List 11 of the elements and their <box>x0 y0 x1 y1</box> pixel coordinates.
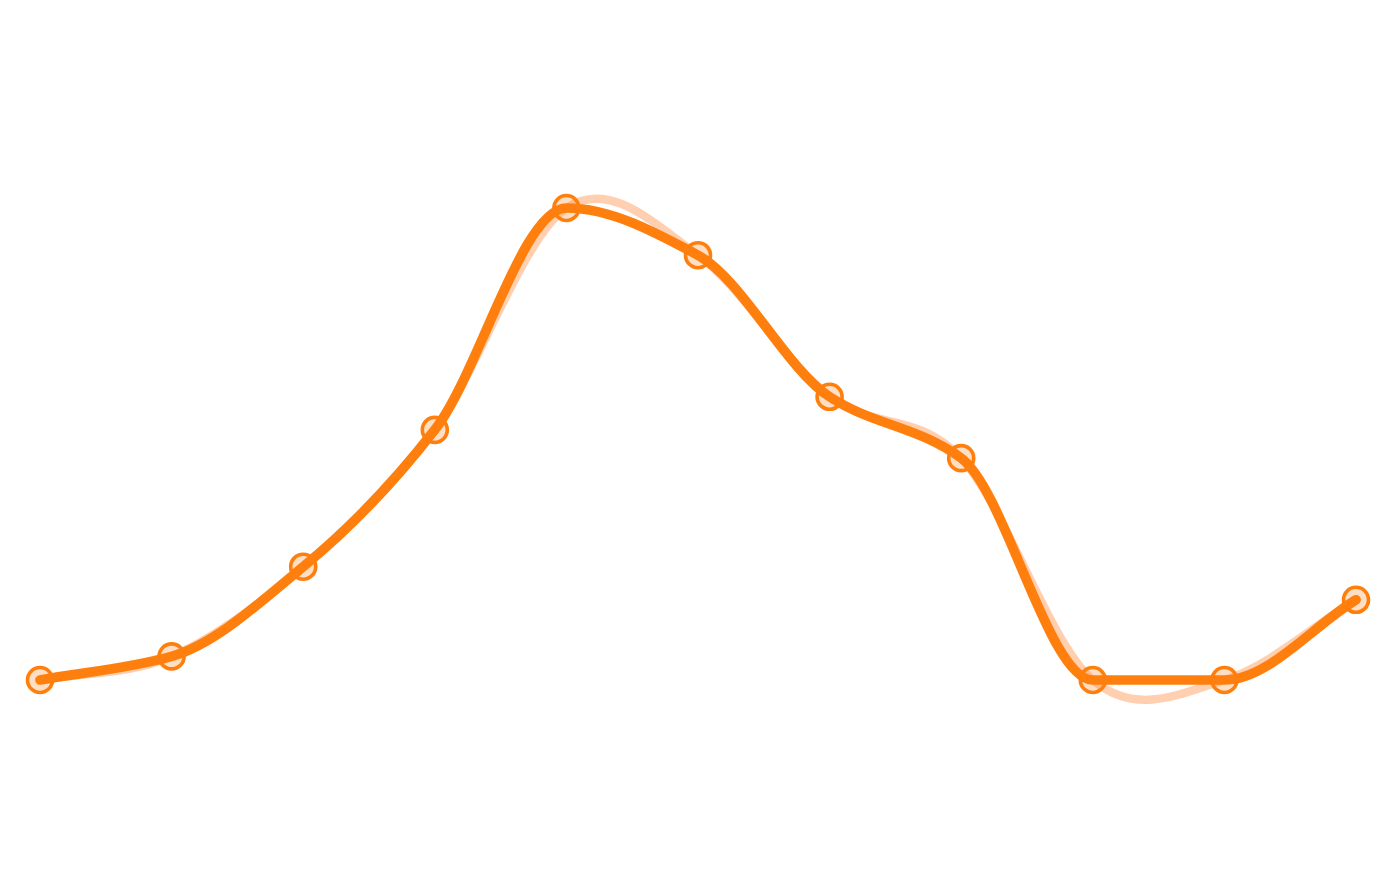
point <box>1078 665 1108 695</box>
point <box>288 552 318 582</box>
point <box>552 193 581 223</box>
point <box>420 415 450 445</box>
point <box>25 665 55 695</box>
point <box>1341 585 1371 615</box>
point <box>1210 665 1239 695</box>
point <box>157 642 186 671</box>
point <box>946 443 976 473</box>
point <box>815 382 844 412</box>
point <box>683 240 713 270</box>
